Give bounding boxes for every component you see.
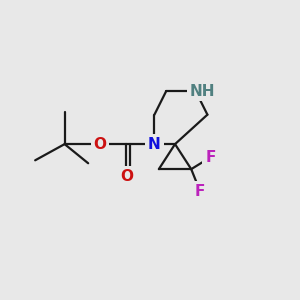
Text: NH: NH	[189, 84, 215, 99]
Text: F: F	[205, 150, 215, 165]
Text: O: O	[120, 169, 133, 184]
Text: F: F	[195, 184, 205, 199]
Text: O: O	[93, 136, 106, 152]
Text: N: N	[148, 136, 161, 152]
